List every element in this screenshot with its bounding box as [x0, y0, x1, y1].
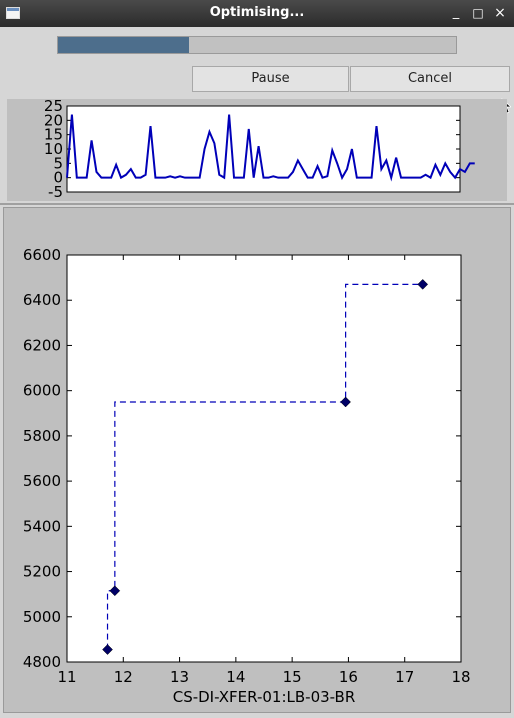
data-point-marker	[417, 279, 429, 290]
scan-chart-panel: 11 12 13 14 15 16 17 18 4800 5000 5200 5400 5600 5800…	[3, 207, 511, 713]
data-point-marker	[340, 396, 351, 408]
x-tick-label: 15	[283, 668, 302, 686]
progress-fill	[58, 37, 190, 53]
y-tick-label: 10	[44, 140, 63, 158]
window-title: Optimising...	[209, 5, 305, 20]
x-tick-label: 17	[395, 668, 414, 686]
y-tick-label: 5800	[23, 427, 61, 445]
history-chart-panel: -5 0 5 10 15 20 25	[7, 97, 507, 201]
plot-area	[66, 254, 462, 663]
y-tick-label: 4800	[23, 653, 61, 671]
y-tick-label: 5600	[23, 472, 61, 490]
x-tick-label: 14	[226, 668, 245, 686]
y-tick-label: 5	[53, 154, 63, 172]
y-tick-label: -5	[48, 183, 63, 201]
pause-button[interactable]: Pause	[192, 66, 349, 92]
x-axis-label: CS-DI-XFER-01:LB-03-BR	[173, 688, 356, 706]
plot-area	[66, 105, 461, 193]
x-tick-label: 12	[114, 668, 133, 686]
data-point-marker	[102, 644, 113, 655]
close-button[interactable]: ×	[494, 5, 506, 21]
y-tick-label: 5200	[23, 563, 61, 581]
x-tick-label: 18	[451, 668, 470, 686]
maximize-button[interactable]: □	[472, 6, 484, 20]
y-tick-label: 0	[53, 169, 63, 187]
y-tick-label: 6600	[23, 246, 61, 264]
y-tick-label: 20	[44, 111, 63, 129]
y-tick-label: 15	[44, 126, 63, 144]
y-tick-label: 6200	[23, 336, 61, 354]
history-series-line	[66, 114, 475, 182]
title-bar: Optimising... _ □ ×	[0, 0, 514, 27]
cancel-button[interactable]: Cancel	[350, 66, 510, 92]
data-point-marker	[109, 585, 121, 597]
scan-scatter-chart: 11 12 13 14 15 16 17 18 4800 5000 5200 5400 5600 5800…	[23, 246, 471, 706]
y-tick-label: 25	[44, 99, 63, 115]
x-tick-label: 16	[339, 668, 358, 686]
x-tick-label: 11	[57, 668, 76, 686]
window-icon	[6, 7, 20, 19]
y-tick-label: 5400	[23, 517, 61, 535]
splitter[interactable]	[0, 203, 514, 205]
x-tick-label: 13	[170, 668, 189, 686]
step-dashed-line	[106, 283, 423, 650]
y-tick-label: 6400	[23, 291, 61, 309]
progress-bar	[57, 36, 457, 54]
minimize-button[interactable]: _	[452, 5, 460, 20]
y-tick-label: 6000	[23, 382, 61, 400]
y-tick-label: 5000	[23, 608, 61, 626]
